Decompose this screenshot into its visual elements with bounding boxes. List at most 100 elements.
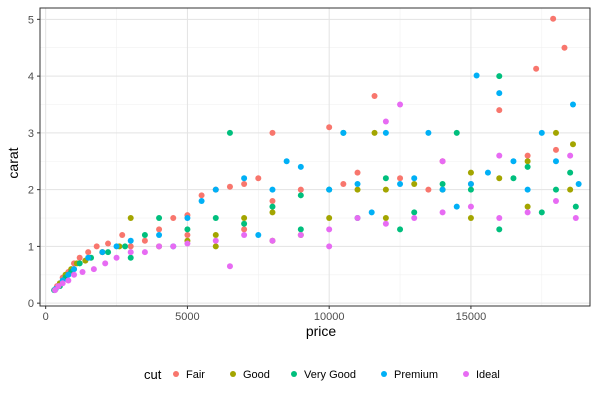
x-tick-label: 15000	[456, 311, 487, 323]
data-point-very-good	[297, 192, 304, 199]
data-point-premium	[368, 209, 375, 216]
data-point-premium	[212, 186, 219, 193]
data-point-very-good	[411, 209, 418, 216]
data-point-premium	[326, 186, 333, 193]
data-point-very-good	[127, 254, 134, 261]
legend-title: cut	[144, 367, 162, 382]
data-point-ideal	[226, 263, 233, 270]
data-point-very-good	[141, 232, 148, 239]
data-point-fair	[141, 237, 148, 244]
x-tick-label: 10000	[314, 311, 345, 323]
data-point-very-good	[510, 175, 517, 182]
panel-background	[40, 8, 590, 306]
data-point-good	[212, 243, 219, 250]
data-point-premium	[184, 215, 191, 222]
data-point-very-good	[76, 260, 83, 267]
data-point-ideal	[326, 243, 333, 250]
data-point-good	[326, 215, 333, 222]
data-point-ideal	[241, 232, 248, 239]
data-point-very-good	[496, 73, 503, 80]
legend-label-ideal: Ideal	[476, 369, 500, 381]
data-point-premium	[510, 158, 517, 165]
axes: 0 5000 10000 15000 0 1 2 3 4 5	[28, 14, 486, 323]
data-point-good	[552, 129, 559, 136]
data-point-good	[467, 169, 474, 176]
legend: cut Fair Good Very Good Premium Ideal	[144, 367, 500, 382]
data-point-ideal	[79, 268, 86, 275]
data-point-ideal	[467, 203, 474, 210]
data-point-ideal	[52, 287, 59, 294]
data-point-fair	[340, 180, 347, 187]
data-point-very-good	[496, 226, 503, 233]
data-point-fair	[85, 249, 92, 256]
data-point-very-good	[524, 163, 531, 170]
data-point-fair	[371, 92, 378, 99]
data-point-premium	[255, 232, 262, 239]
plot-panel	[40, 8, 590, 306]
data-point-ideal	[71, 271, 78, 278]
data-points	[51, 15, 582, 294]
legend-key-premium	[381, 371, 387, 377]
data-point-premium	[425, 129, 432, 136]
data-point-premium	[198, 197, 205, 204]
x-tick-label: 0	[43, 311, 49, 323]
y-tick-label: 4	[28, 71, 34, 83]
data-point-fair	[533, 65, 540, 72]
data-point-fair	[156, 226, 163, 233]
data-point-good	[569, 141, 576, 148]
data-point-ideal	[212, 237, 219, 244]
data-point-premium	[524, 186, 531, 193]
data-point-premium	[85, 254, 92, 261]
data-point-fair	[354, 169, 361, 176]
data-point-ideal	[382, 118, 389, 125]
data-point-very-good	[538, 209, 545, 216]
data-point-very-good	[269, 203, 276, 210]
data-point-premium	[127, 237, 134, 244]
data-point-premium	[65, 271, 72, 278]
legend-key-good	[230, 371, 236, 377]
panel-frame	[39, 7, 591, 307]
data-point-premium	[241, 175, 248, 182]
data-point-ideal	[354, 215, 361, 222]
data-point-fair	[93, 243, 100, 250]
data-point-fair	[127, 243, 134, 250]
data-point-ideal	[524, 209, 531, 216]
data-point-very-good	[105, 249, 112, 256]
y-tick-label: 2	[28, 185, 34, 197]
data-point-good	[354, 186, 361, 193]
data-point-very-good	[122, 243, 129, 250]
data-point-very-good	[241, 220, 248, 227]
data-point-good	[524, 203, 531, 210]
data-point-premium	[453, 203, 460, 210]
data-point-premium	[575, 180, 582, 187]
data-point-fair	[397, 175, 404, 182]
data-point-premium	[297, 163, 304, 170]
data-point-premium	[473, 72, 480, 79]
data-point-good	[411, 180, 418, 187]
data-point-fair	[561, 44, 568, 51]
data-point-ideal	[496, 152, 503, 159]
data-point-premium	[411, 175, 418, 182]
data-point-fair	[241, 226, 248, 233]
data-point-good	[496, 175, 503, 182]
data-point-premium	[113, 243, 120, 250]
data-point-premium	[467, 180, 474, 187]
y-tick-label: 0	[28, 298, 34, 310]
data-point-premium	[496, 90, 503, 97]
data-point-ideal	[326, 226, 333, 233]
data-point-very-good	[226, 129, 233, 136]
data-point-ideal	[382, 220, 389, 227]
data-point-premium	[71, 266, 78, 273]
data-point-ideal	[156, 243, 163, 250]
y-tick-label: 5	[28, 14, 34, 26]
data-point-very-good	[397, 226, 404, 233]
data-point-ideal	[567, 152, 574, 159]
data-point-premium	[340, 129, 347, 136]
x-axis-title: price	[306, 323, 337, 339]
data-point-fair	[226, 183, 233, 190]
data-point-fair	[326, 124, 333, 131]
legend-label-premium: Premium	[394, 369, 438, 381]
data-point-fair	[425, 186, 432, 193]
data-point-very-good	[382, 175, 389, 182]
